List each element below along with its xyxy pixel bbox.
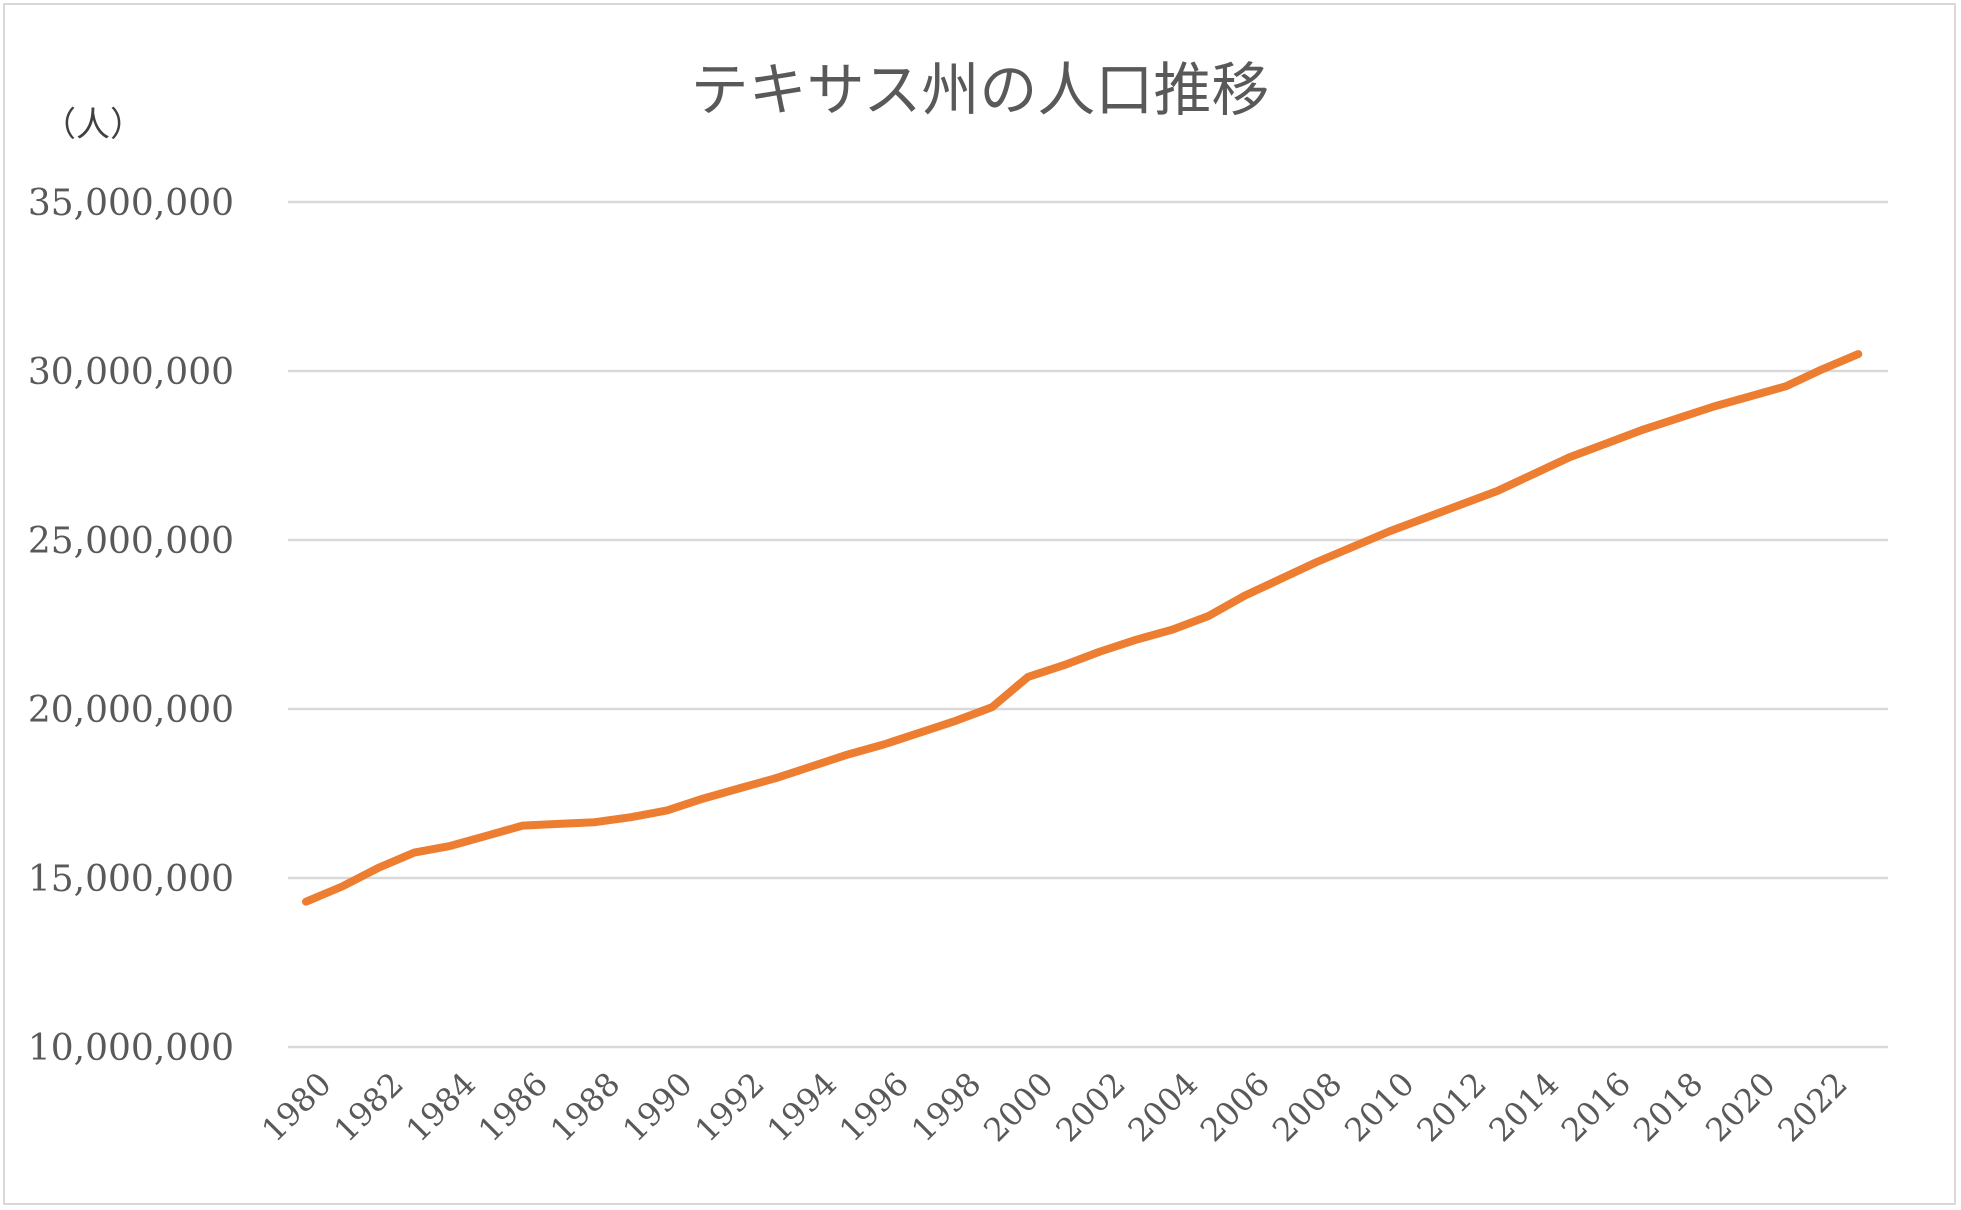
y-tick-label: 10,000,000	[28, 1028, 234, 1069]
x-tick-label: 2006	[1193, 1065, 1277, 1149]
chart-frame	[3, 3, 1956, 1205]
x-tick-label: 1996	[832, 1065, 916, 1149]
series-line	[302, 350, 1863, 906]
y-tick-label: 20,000,000	[28, 690, 234, 731]
y-tick-label: 30,000,000	[28, 352, 234, 393]
x-axis-tick-labels: 1980198219841986198819901992199419961998…	[254, 1065, 1855, 1149]
series-layer	[302, 350, 1863, 906]
x-tick-label: 1984	[399, 1065, 483, 1149]
x-tick-label: 1990	[615, 1065, 699, 1149]
y-tick-label: 25,000,000	[28, 521, 234, 562]
x-tick-label: 1982	[326, 1065, 410, 1149]
gridlines	[288, 200, 1888, 1049]
x-tick-label: 2014	[1482, 1065, 1566, 1149]
x-tick-label: 1986	[471, 1065, 555, 1149]
x-tick-label: 1980	[254, 1065, 338, 1149]
x-tick-label: 1988	[543, 1065, 627, 1149]
x-tick-label: 2018	[1626, 1065, 1710, 1149]
x-tick-label: 1994	[760, 1065, 844, 1149]
x-tick-label: 1992	[687, 1065, 771, 1149]
x-tick-label: 2010	[1337, 1065, 1421, 1149]
chart-title: テキサス州の人口推移	[691, 56, 1270, 124]
x-tick-label: 2002	[1048, 1065, 1132, 1149]
x-tick-label: 2008	[1265, 1065, 1349, 1149]
y-axis-unit-label: （人）	[42, 105, 144, 145]
x-tick-label: 2004	[1121, 1065, 1205, 1149]
x-tick-label: 2000	[976, 1065, 1060, 1149]
y-tick-label: 35,000,000	[28, 183, 234, 224]
x-tick-label: 2020	[1698, 1065, 1782, 1149]
x-tick-label: 1998	[904, 1065, 988, 1149]
y-tick-label: 15,000,000	[28, 859, 234, 900]
x-tick-label: 2016	[1554, 1065, 1638, 1149]
x-tick-label: 2022	[1770, 1065, 1854, 1149]
y-axis-tick-labels: 10,000,000 15,000,000 20,000,000 25,000,000…	[28, 183, 234, 1069]
x-tick-label: 2012	[1409, 1065, 1493, 1149]
